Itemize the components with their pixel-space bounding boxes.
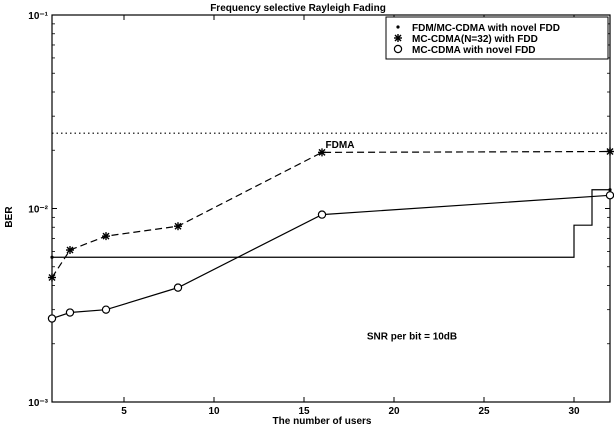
series-mc-cdma-with-novel-fdd bbox=[47, 191, 614, 323]
data-point-circle bbox=[317, 210, 327, 219]
series-line bbox=[52, 189, 610, 258]
data-point-circle bbox=[605, 191, 614, 200]
data-point-star bbox=[394, 34, 402, 42]
x-tick-label: 5 bbox=[121, 406, 127, 417]
series-line bbox=[51, 150, 611, 278]
x-tick-label: 30 bbox=[568, 406, 580, 417]
legend-item: MC-CDMA with novel FDD bbox=[393, 44, 536, 56]
series-layer bbox=[47, 132, 614, 323]
data-point-star bbox=[174, 222, 182, 231]
star-stroke bbox=[66, 246, 74, 254]
data-point-circle bbox=[393, 44, 403, 54]
y-tick-label: 10⁻³ bbox=[28, 398, 48, 409]
data-point-circle bbox=[47, 314, 57, 323]
x-tick-label: 15 bbox=[298, 406, 310, 417]
y-tick-label: 10⁻² bbox=[28, 205, 48, 216]
data-point-star bbox=[66, 246, 74, 255]
star-stroke bbox=[606, 148, 614, 156]
x-tick-label: 25 bbox=[478, 406, 490, 417]
annotations: FDMA SNR per bit = 10dB bbox=[326, 140, 458, 342]
series-mc-cdma-n-32-with-fdd bbox=[48, 147, 614, 282]
data-point-circle bbox=[101, 305, 111, 314]
y-tick-label: 10⁻¹ bbox=[28, 11, 48, 22]
plot-area bbox=[51, 14, 611, 403]
x-tick-label: 20 bbox=[388, 406, 400, 417]
annotation-text: FDMA bbox=[326, 140, 355, 151]
data-point-circle bbox=[173, 283, 183, 292]
data-point-star bbox=[102, 232, 110, 241]
star-stroke bbox=[174, 222, 182, 230]
chart-title: Frequency selective Rayleigh Fading bbox=[210, 3, 386, 14]
series-fdm-mc-cdma-with-novel-fdd bbox=[50, 188, 612, 259]
legend-label: MC-CDMA with novel FDD bbox=[412, 45, 536, 56]
data-point-dot bbox=[50, 255, 54, 259]
data-point-star bbox=[48, 273, 56, 282]
legend-box bbox=[385, 16, 609, 60]
legend: FDM/MC-CDMA with novel FDDMC-CDMA(N=32) … bbox=[385, 16, 609, 60]
data-point-dot bbox=[608, 188, 612, 192]
x-axis-label: The number of users bbox=[273, 416, 372, 427]
star-stroke bbox=[48, 273, 56, 281]
annotation-text: SNR per bit = 10dB bbox=[367, 332, 457, 343]
x-tick-label: 10 bbox=[208, 406, 220, 417]
y-axis-label: BER bbox=[4, 206, 15, 228]
data-point-dot bbox=[396, 25, 400, 29]
star-stroke bbox=[318, 148, 326, 156]
data-point-star bbox=[606, 147, 614, 156]
legend-item: FDM/MC-CDMA with novel FDD bbox=[396, 23, 560, 34]
star-stroke bbox=[102, 232, 110, 240]
legend-label: FDM/MC-CDMA with novel FDD bbox=[412, 23, 560, 34]
star-stroke bbox=[394, 34, 402, 42]
data-point-star bbox=[318, 148, 326, 157]
legend-item: MC-CDMA(N=32) with FDD bbox=[394, 34, 538, 45]
data-point-circle bbox=[65, 308, 75, 317]
legend-label: MC-CDMA(N=32) with FDD bbox=[412, 34, 538, 45]
